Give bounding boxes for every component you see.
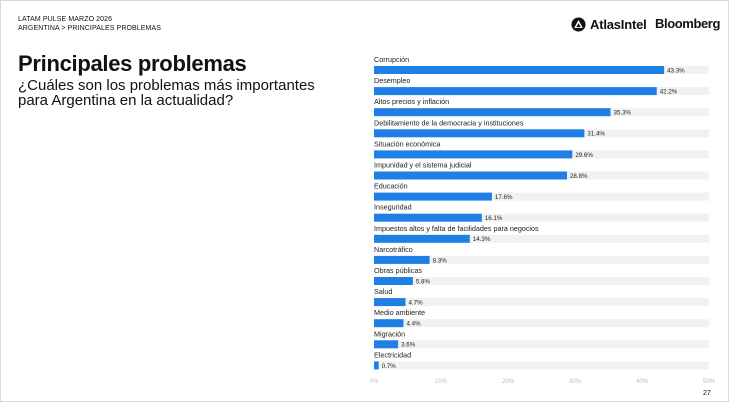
bar xyxy=(374,319,404,328)
bar xyxy=(374,87,657,96)
bar xyxy=(374,171,567,180)
x-tick-label: 10% xyxy=(435,379,448,385)
bar-value-label: 16.1% xyxy=(485,215,503,222)
bar xyxy=(374,361,379,370)
bar-value-label: 14.3% xyxy=(473,236,491,243)
header-report-name: LATAM PULSE MARZO 2026 xyxy=(18,16,113,23)
bar-value-label: 5.8% xyxy=(416,278,431,285)
category-label: Impuestos altos y falta de facilidades p… xyxy=(374,224,539,233)
x-tick-label: 40% xyxy=(636,379,649,385)
bar xyxy=(374,108,611,117)
bar xyxy=(374,66,665,74)
bar-value-label: 31.4% xyxy=(587,131,605,138)
bar xyxy=(374,234,470,243)
bar-track xyxy=(374,255,709,264)
bar xyxy=(374,129,585,138)
bar xyxy=(374,340,399,349)
bar-value-label: 3.6% xyxy=(401,342,416,349)
bar-track xyxy=(374,298,709,307)
page-number: 27 xyxy=(703,390,711,397)
bar-track xyxy=(374,361,709,370)
category-label: Impunidad y el sistema judicial xyxy=(374,161,472,170)
page-subtitle: ¿Cuáles son los problemas más importante… xyxy=(18,77,315,109)
category-label: Narcotráfico xyxy=(374,245,413,254)
category-label: Obras públicas xyxy=(374,266,422,275)
bar-track xyxy=(374,277,709,285)
category-label: Situación económica xyxy=(374,139,440,148)
category-label: Medio ambiente xyxy=(374,308,425,317)
bar-track xyxy=(374,340,709,349)
bar-track xyxy=(374,234,709,243)
category-label: Migración xyxy=(374,329,405,338)
x-tick-label: 0% xyxy=(370,379,379,385)
atlasintel-logo: AtlasIntel xyxy=(571,16,647,32)
bloomberg-logo: Bloomberg xyxy=(655,16,721,31)
header-breadcrumb: ARGENTINA > PRINCIPALES PROBLEMAS xyxy=(18,25,162,32)
bar-value-label: 35.3% xyxy=(614,110,632,117)
bar-track xyxy=(374,213,709,222)
x-tick-label: 20% xyxy=(502,379,515,385)
bar xyxy=(374,150,573,159)
category-label: Altos precios y inflación xyxy=(374,97,449,106)
bar-track xyxy=(374,192,709,201)
atlasintel-logo-text: AtlasIntel xyxy=(590,16,647,32)
bar-track xyxy=(374,319,709,328)
category-label: Debilitamiento de la democracia y instit… xyxy=(374,118,524,127)
x-tick-label: 50% xyxy=(703,379,716,385)
category-label: Educación xyxy=(374,182,408,191)
bar-value-label: 43.3% xyxy=(667,67,685,74)
bar-value-label: 29.6% xyxy=(575,152,593,159)
bar-value-label: 17.6% xyxy=(495,194,513,201)
bar-value-label: 8.3% xyxy=(433,257,448,264)
bar xyxy=(374,192,492,201)
bar xyxy=(374,298,406,307)
page-title: Principales problemas xyxy=(18,51,247,76)
bar-value-label: 4.4% xyxy=(406,321,421,328)
category-label: Electricidad xyxy=(374,350,411,359)
bar-value-label: 28.8% xyxy=(570,173,588,180)
bar-value-label: 42.2% xyxy=(660,89,678,96)
bar-value-label: 0.7% xyxy=(382,363,397,370)
atlasintel-mark-icon xyxy=(571,16,586,32)
bar xyxy=(374,255,430,264)
bar xyxy=(374,213,482,222)
category-label: Inseguridad xyxy=(374,203,412,212)
category-label: Desempleo xyxy=(374,76,410,85)
x-tick-label: 30% xyxy=(569,379,582,385)
category-label: Salud xyxy=(374,287,392,296)
category-label: Corrupción xyxy=(374,55,409,64)
bar-value-label: 4.7% xyxy=(408,300,423,307)
bar xyxy=(374,277,413,285)
